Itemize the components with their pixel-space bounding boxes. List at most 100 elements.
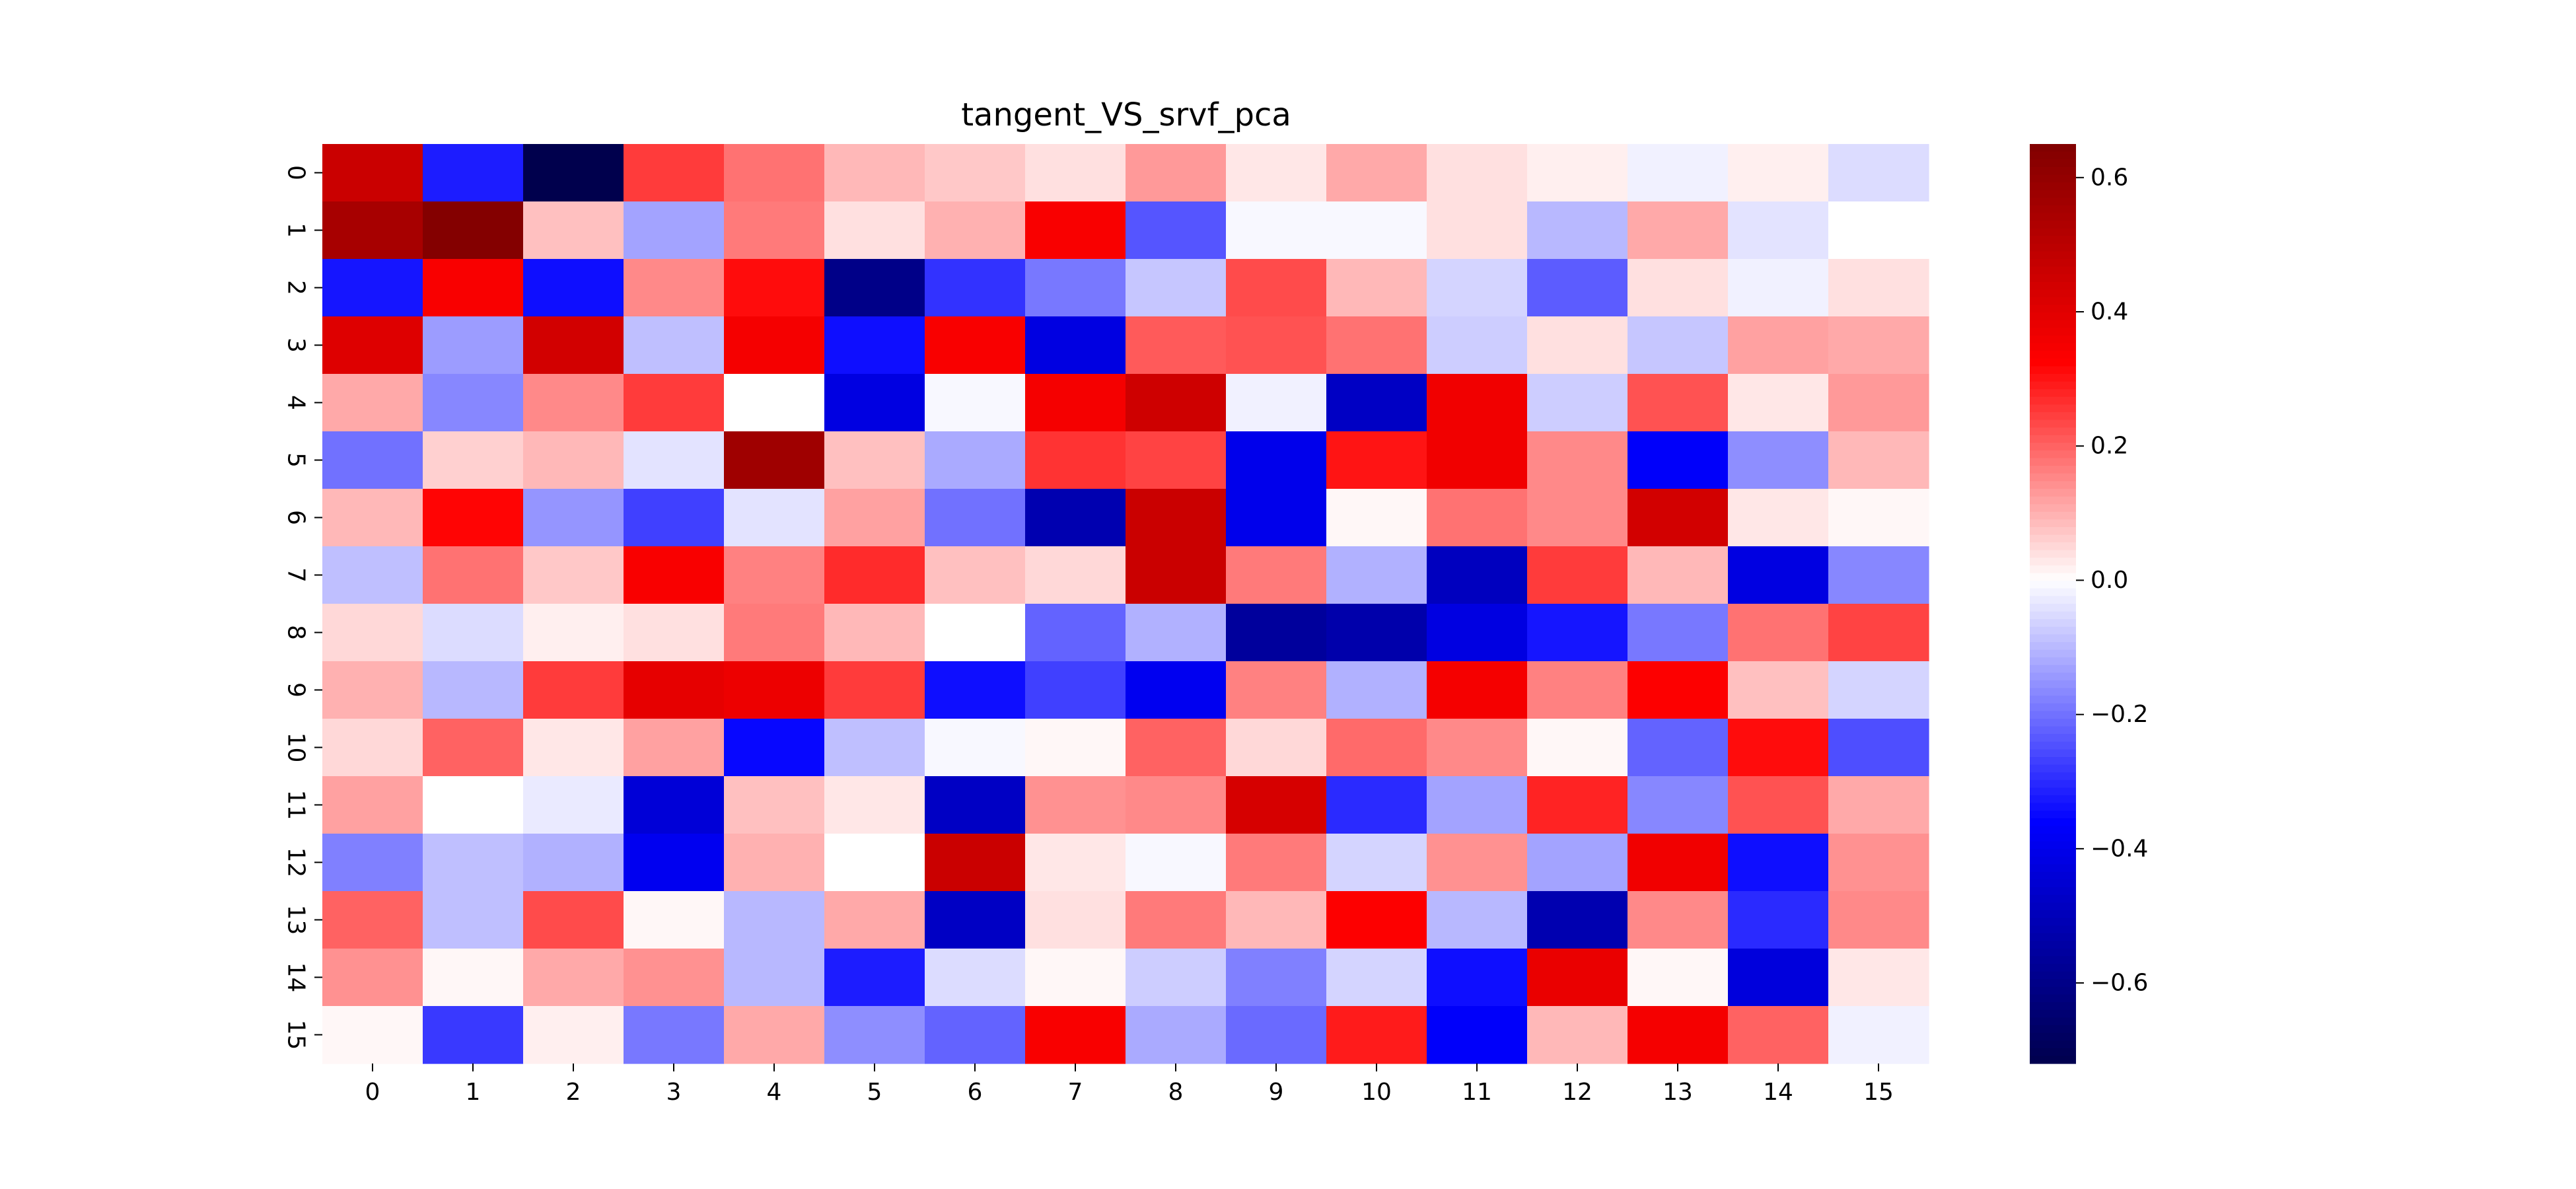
heatmap-cell bbox=[423, 834, 524, 892]
heatmap-cell bbox=[1025, 604, 1126, 662]
heatmap-cell bbox=[1728, 1006, 1829, 1064]
heatmap-cell bbox=[824, 431, 925, 489]
heatmap-cell bbox=[1527, 604, 1628, 662]
colorbar-segment bbox=[2030, 933, 2076, 941]
heatmap-cell bbox=[724, 719, 825, 777]
heatmap-cell bbox=[423, 374, 524, 432]
heatmap-cell bbox=[824, 834, 925, 892]
heatmap-cell bbox=[1728, 834, 1829, 892]
heatmap-cell bbox=[724, 891, 825, 949]
heatmap-cell bbox=[1025, 546, 1126, 604]
colorbar-segment bbox=[2030, 956, 2076, 964]
heatmap-cell bbox=[1527, 144, 1628, 202]
colorbar-segment bbox=[2030, 834, 2076, 842]
heatmap-cell bbox=[523, 316, 624, 375]
heatmap-cell bbox=[925, 719, 1026, 777]
colorbar-segment bbox=[2030, 336, 2076, 344]
heatmap-cell bbox=[1728, 259, 1829, 317]
heatmap-cell bbox=[523, 604, 624, 662]
heatmap-cell bbox=[1728, 719, 1829, 777]
heatmap-cell bbox=[724, 1006, 825, 1064]
colorbar-segment bbox=[2030, 902, 2076, 911]
heatmap-cell bbox=[1126, 1006, 1227, 1064]
colorbar-tick-label: −0.6 bbox=[2091, 970, 2148, 997]
colorbar-segment bbox=[2030, 396, 2076, 405]
heatmap-cell bbox=[1226, 201, 1327, 260]
x-tick-label: 12 bbox=[1562, 1079, 1592, 1106]
colorbar-segment bbox=[2030, 803, 2076, 811]
x-tick-label: 8 bbox=[1168, 1079, 1184, 1106]
y-tick-label: 4 bbox=[283, 395, 310, 410]
colorbar-segment bbox=[2030, 343, 2076, 351]
heatmap-cell bbox=[1226, 144, 1327, 202]
colorbar-segment bbox=[2030, 1017, 2076, 1026]
heatmap-cell bbox=[1326, 374, 1427, 432]
heatmap-cell bbox=[1126, 604, 1227, 662]
heatmap-cell bbox=[322, 489, 423, 547]
heatmap-cell bbox=[1326, 1006, 1427, 1064]
heatmap-cell bbox=[824, 316, 925, 375]
colorbar-segment bbox=[2030, 894, 2076, 903]
colorbar-segment bbox=[2030, 496, 2076, 505]
heatmap-cell bbox=[1126, 489, 1227, 547]
heatmap-cell bbox=[1126, 661, 1227, 719]
heatmap-cell bbox=[1226, 259, 1327, 317]
heatmap-cell bbox=[824, 776, 925, 834]
colorbar-segment bbox=[2030, 764, 2076, 773]
colorbar-segment bbox=[2030, 274, 2076, 283]
heatmap-cell bbox=[1427, 949, 1528, 1007]
colorbar-segment bbox=[2030, 581, 2076, 589]
heatmap-cell bbox=[1728, 891, 1829, 949]
colorbar-segment bbox=[2030, 358, 2076, 367]
heatmap-cell bbox=[1427, 431, 1528, 489]
heatmap-cell bbox=[1025, 719, 1126, 777]
heatmap-cell bbox=[824, 891, 925, 949]
heatmap-cell bbox=[1427, 374, 1528, 432]
colorbar-segment bbox=[2030, 381, 2076, 390]
colorbar-segment bbox=[2030, 435, 2076, 443]
heatmap-cell bbox=[423, 604, 524, 662]
heatmap-cell bbox=[1126, 144, 1227, 202]
heatmap-cell bbox=[1326, 546, 1427, 604]
heatmap-cell bbox=[624, 776, 725, 834]
heatmap-cell bbox=[1527, 661, 1628, 719]
heatmap-cell bbox=[523, 719, 624, 777]
heatmap-cell bbox=[1226, 374, 1327, 432]
heatmap-cell bbox=[1527, 259, 1628, 317]
heatmap-cell bbox=[724, 259, 825, 317]
heatmap-cell bbox=[322, 546, 423, 604]
heatmap-cell bbox=[724, 144, 825, 202]
heatmap-cell bbox=[925, 661, 1026, 719]
heatmap-cell bbox=[423, 776, 524, 834]
heatmap-cell bbox=[1728, 489, 1829, 547]
heatmap-cell bbox=[1828, 719, 1929, 777]
colorbar-segment bbox=[2030, 1025, 2076, 1034]
heatmap-cell bbox=[824, 201, 925, 260]
heatmap-cell bbox=[1628, 834, 1729, 892]
heatmap-cell bbox=[925, 546, 1026, 604]
colorbar-segment bbox=[2030, 642, 2076, 651]
colorbar-segment bbox=[2030, 412, 2076, 421]
colorbar-tick-label: −0.4 bbox=[2091, 835, 2148, 862]
colorbar-segment bbox=[2030, 818, 2076, 826]
heatmap-cell bbox=[322, 604, 423, 662]
y-tick-label: 9 bbox=[283, 682, 310, 698]
colorbar-segment bbox=[2030, 910, 2076, 919]
y-tick-label: 14 bbox=[283, 962, 310, 993]
heatmap-cell bbox=[1126, 431, 1227, 489]
colorbar-segment bbox=[2030, 573, 2076, 581]
heatmap-cell bbox=[624, 834, 725, 892]
colorbar-segment bbox=[2030, 558, 2076, 566]
heatmap-cell bbox=[925, 316, 1026, 375]
heatmap-cell bbox=[1226, 489, 1327, 547]
x-tick-label: 1 bbox=[466, 1079, 481, 1106]
heatmap-cell bbox=[523, 949, 624, 1007]
heatmap-cell bbox=[1126, 201, 1227, 260]
colorbar-segment bbox=[2030, 198, 2076, 206]
heatmap-cell bbox=[1326, 891, 1427, 949]
heatmap-cell bbox=[1226, 949, 1327, 1007]
colorbar-segment bbox=[2030, 443, 2076, 451]
heatmap-cell bbox=[1628, 144, 1729, 202]
colorbar-segment bbox=[2030, 366, 2076, 375]
